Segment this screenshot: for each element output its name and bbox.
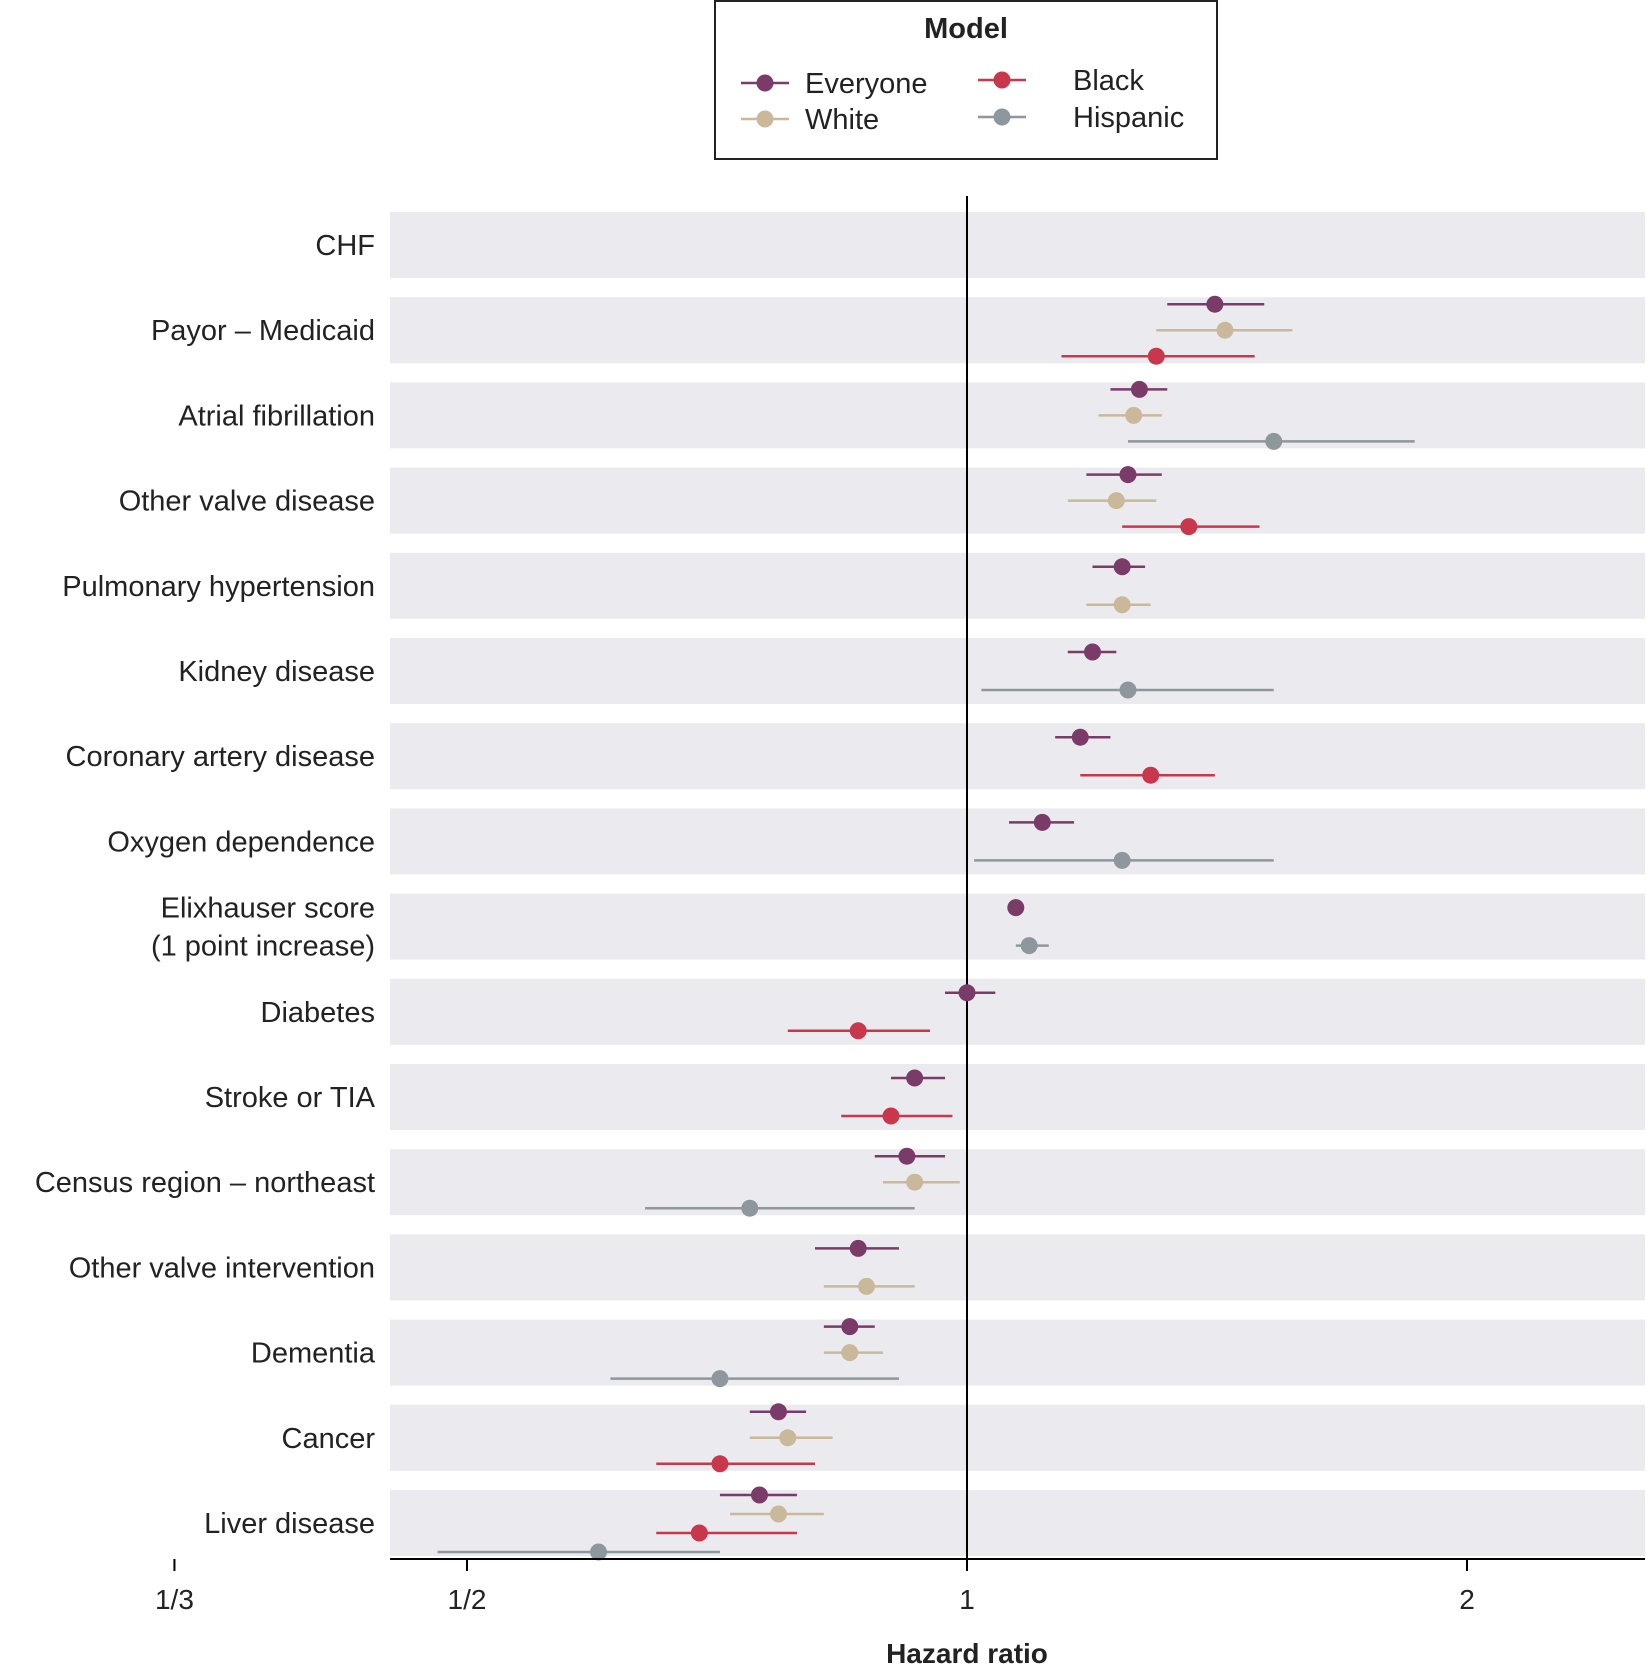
- category-label: Payor – Medicaid: [151, 315, 375, 347]
- point-white: [906, 1173, 924, 1191]
- point-white: [779, 1429, 797, 1447]
- point-white: [1107, 492, 1125, 510]
- category-label: Stroke or TIA: [205, 1082, 376, 1114]
- point-hispanic: [1113, 851, 1131, 869]
- category-label: Liver disease: [204, 1508, 375, 1540]
- category-label: Pulmonary hypertension: [62, 571, 375, 603]
- x-axis: 1/31/21234: [155, 1558, 1645, 1615]
- category-band: [390, 552, 1645, 619]
- category-band: [390, 978, 1645, 1045]
- point-black: [1147, 347, 1165, 365]
- point-white: [769, 1505, 787, 1523]
- category-labels: CHF Payor – Medicaid Atrial fibrillation Ot…: [35, 230, 376, 1540]
- legend-swatch-dot-black: [993, 71, 1011, 89]
- point-black: [1180, 518, 1198, 536]
- category-band: [390, 1404, 1645, 1471]
- point-black: [711, 1455, 729, 1473]
- category-label: Diabetes: [261, 997, 375, 1029]
- point-everyone: [849, 1239, 867, 1257]
- point-everyone: [958, 984, 976, 1002]
- category-label: Kidney disease: [178, 656, 375, 688]
- point-everyone: [1130, 380, 1148, 398]
- x-axis-title: Hazard ratio: [886, 1638, 1048, 1669]
- point-hispanic: [1119, 681, 1137, 699]
- point-black: [1142, 766, 1160, 784]
- category-label: Other valve disease: [119, 486, 375, 518]
- point-hispanic: [1265, 432, 1283, 450]
- legend-swatch-dot-hispanic: [993, 108, 1011, 126]
- category-label: (1 point increase): [151, 931, 375, 963]
- category-band: [390, 808, 1645, 875]
- category-label: Atrial fibrillation: [178, 400, 375, 432]
- point-everyone: [898, 1147, 916, 1165]
- point-everyone: [1119, 466, 1137, 484]
- point-white: [858, 1277, 876, 1295]
- data-points: [437, 295, 1415, 1561]
- point-everyone: [750, 1486, 768, 1504]
- legend-swatch-dot-white: [756, 110, 774, 128]
- legend-label-white: White: [805, 104, 879, 136]
- category-label: Dementia: [251, 1338, 376, 1370]
- point-black: [882, 1107, 900, 1125]
- category-bands: [390, 212, 1645, 1556]
- point-white: [1113, 596, 1131, 614]
- legend-label-black: Black: [1073, 65, 1144, 97]
- legend-swatch-dot-everyone: [756, 74, 774, 92]
- category-label: Elixhauser score: [161, 893, 375, 925]
- point-black: [849, 1022, 867, 1040]
- legend-title: Model: [924, 13, 1008, 45]
- point-hispanic: [741, 1199, 759, 1217]
- category-band: [390, 1319, 1645, 1386]
- point-hispanic: [711, 1370, 729, 1388]
- point-everyone: [906, 1069, 924, 1087]
- legend-label-everyone: Everyone: [805, 68, 928, 100]
- category-band: [390, 1149, 1645, 1216]
- category-band: [390, 297, 1645, 364]
- point-everyone: [1007, 899, 1025, 917]
- point-everyone: [1033, 813, 1051, 831]
- category-label: Oxygen dependence: [107, 826, 375, 858]
- point-hispanic: [590, 1543, 608, 1561]
- legend-label-hispanic: Hispanic: [1073, 102, 1184, 134]
- point-everyone: [1113, 558, 1131, 576]
- x-tick-label: 1/3: [155, 1584, 194, 1615]
- category-label: Coronary artery disease: [66, 741, 375, 773]
- category-band: [390, 212, 1645, 278]
- point-white: [841, 1344, 859, 1362]
- category-label: Census region – northeast: [35, 1167, 375, 1199]
- point-white: [1216, 321, 1234, 339]
- category-band: [390, 467, 1645, 534]
- x-tick-label: 2: [1459, 1584, 1475, 1615]
- point-everyone: [1206, 295, 1224, 313]
- category-label: Cancer: [282, 1423, 376, 1455]
- x-tick-label: 1/2: [448, 1584, 487, 1615]
- category-label: Other valve intervention: [69, 1252, 375, 1284]
- point-everyone: [1083, 643, 1101, 661]
- point-white: [1125, 406, 1143, 424]
- x-tick-label: 1: [959, 1584, 975, 1615]
- point-everyone: [1071, 728, 1089, 746]
- point-hispanic: [1020, 937, 1038, 955]
- point-everyone: [841, 1318, 859, 1336]
- category-label: CHF: [315, 230, 375, 262]
- legend: Model Everyone White Black Hispanic: [714, 0, 1218, 160]
- category-band: [390, 1490, 1645, 1556]
- category-band: [390, 638, 1645, 704]
- category-band: [390, 1234, 1645, 1301]
- category-band: [390, 1064, 1645, 1130]
- category-band: [390, 723, 1645, 790]
- category-band: [390, 382, 1645, 449]
- point-black: [690, 1524, 708, 1542]
- point-everyone: [769, 1403, 787, 1421]
- legend-box: [714, 0, 1218, 160]
